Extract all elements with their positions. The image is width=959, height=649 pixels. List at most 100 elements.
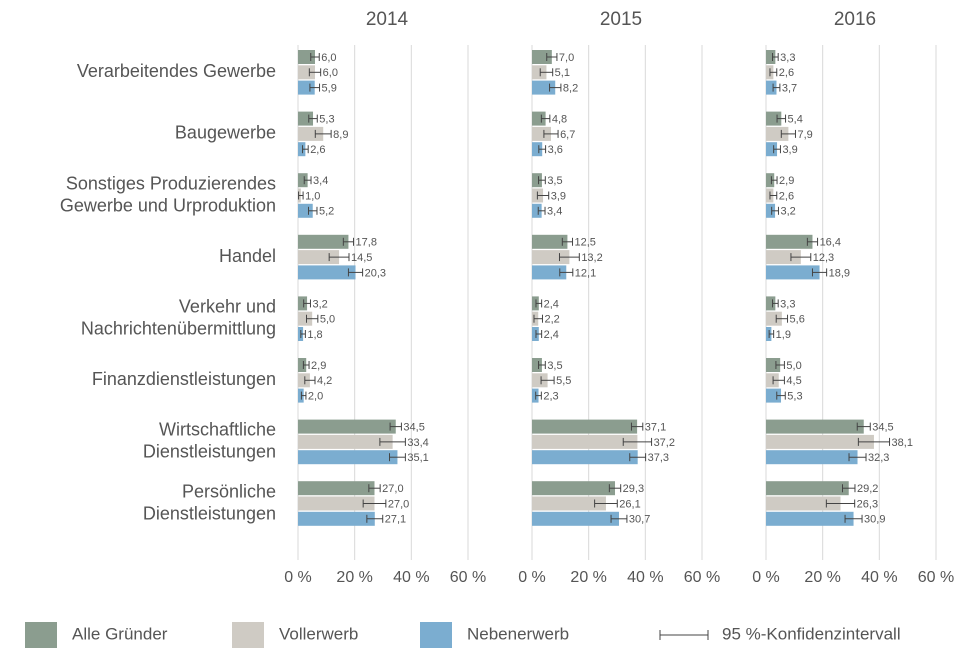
value-label: 5,0 [786,360,801,372]
category-label: Dienstleistungen [143,442,276,462]
bar [532,358,542,372]
value-label: 2,0 [308,391,323,403]
bar [766,203,776,218]
error-bar [790,253,812,262]
value-label: 8,2 [563,83,578,95]
value-label: 6,7 [560,129,575,141]
bar [766,173,775,188]
error-bar [769,191,778,200]
error-bar [535,299,543,308]
bar [766,434,874,449]
error-bar [536,191,550,200]
error-bar [538,361,546,369]
value-label: 17,8 [356,237,377,249]
value-label: 16,4 [820,237,841,249]
error-bar [300,330,306,338]
value-label: 4,8 [552,114,567,126]
bar [298,126,324,141]
value-label: 4,5 [786,375,801,387]
value-label: 30,9 [864,514,885,526]
value-label: 6,0 [321,52,336,64]
error-bar [844,514,863,523]
error-bar [776,114,787,123]
value-label: 12,5 [575,237,596,249]
bar [532,65,547,80]
legend-swatch [232,622,264,648]
value-label: 14,5 [351,252,372,264]
value-label: 2,2 [544,314,559,326]
x-tick-label: 60 % [684,569,720,586]
error-bar [303,299,311,308]
error-bar [770,176,778,185]
error-bar [310,53,320,61]
bar [766,265,820,280]
value-label: 37,3 [648,452,669,464]
value-label: 7,9 [797,129,812,141]
value-label: 20,3 [365,267,386,279]
value-label: 8,9 [333,129,348,141]
value-label: 2,6 [779,190,794,202]
error-bar [540,114,551,123]
error-bar [561,237,574,246]
value-label: 12,1 [575,267,596,279]
error-bar [306,314,319,323]
value-label: 12,3 [813,252,834,264]
legend-error-sample [659,630,709,640]
error-bar [539,68,554,77]
bar [766,296,776,311]
value-label: 3,3 [780,52,795,64]
error-bar [773,145,781,154]
value-label: 13,2 [581,252,602,264]
error-bar [328,253,350,262]
error-bar [308,114,318,123]
error-bar [768,330,775,338]
error-bar [806,237,819,246]
error-bar [533,314,543,323]
value-label: 5,3 [319,114,334,126]
error-bar [300,391,307,400]
error-bar [342,237,355,246]
category-label: Dienstleistungen [143,503,276,523]
error-bar [535,330,543,338]
error-bar [314,129,332,138]
bar [766,481,849,496]
value-label: 35,1 [407,452,428,464]
x-tick-label: 20 % [336,569,372,586]
error-bar [546,53,558,61]
category-label: Verarbeitendes Gewerbe [77,61,276,81]
error-bar [549,83,562,92]
value-label: 2,9 [779,175,794,187]
x-tick-label: 60 % [918,569,954,586]
bar [298,142,306,157]
error-bar [811,268,828,277]
bar [532,111,546,126]
value-label: 5,3 [787,391,802,403]
error-bar [558,253,580,262]
value-label: 3,6 [548,144,563,156]
category-label: Wirtschaftliche [159,420,276,440]
error-bar [769,68,778,77]
value-label: 3,9 [551,190,566,202]
category-label: Finanzdienstleistungen [92,369,276,389]
error-bar [775,314,789,323]
error-bar [842,484,856,493]
value-label: 2,9 [311,360,326,372]
bar [766,511,854,526]
error-bar [309,83,321,92]
bar [766,450,858,465]
bar [298,496,375,511]
category-label: Verkehr und [179,296,276,316]
error-bar [780,129,796,138]
value-label: 29,3 [623,483,644,495]
value-label: 4,2 [317,375,332,387]
error-bar [298,191,304,200]
value-label: 26,3 [857,498,878,510]
error-bar [535,391,542,400]
category-label: Gewerbe und Urproduktion [60,195,276,215]
error-bar [538,176,546,185]
legend-label: Nebenerwerb [467,624,569,643]
value-label: 32,3 [868,452,889,464]
bar [298,311,313,326]
value-label: 2,4 [544,329,559,341]
